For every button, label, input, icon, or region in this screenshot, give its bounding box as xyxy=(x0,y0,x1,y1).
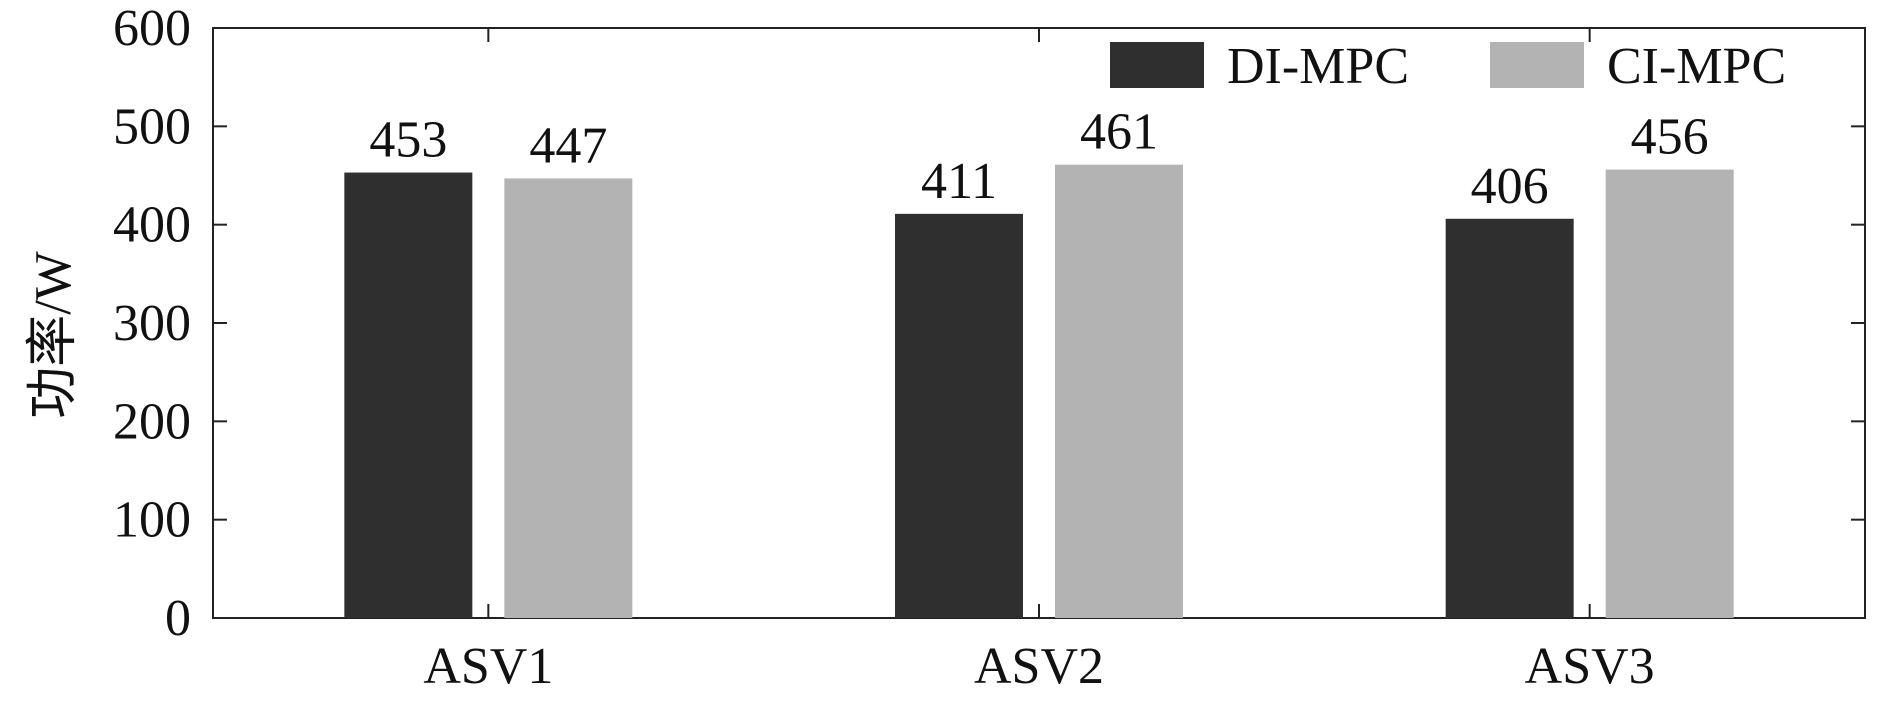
legend: DI-MPC CI-MPC xyxy=(1110,38,1786,95)
y-axis: 0 100 200 300 400 500 600 xyxy=(113,0,1865,647)
legend-swatch xyxy=(1490,42,1584,88)
y-tick-label: 400 xyxy=(113,197,191,254)
bar xyxy=(1445,218,1574,618)
y-tick-label: 500 xyxy=(113,98,191,155)
bar xyxy=(895,213,1023,618)
bar-value-label: 456 xyxy=(1631,109,1709,166)
legend-label: DI-MPC xyxy=(1227,38,1409,95)
bar xyxy=(344,172,473,619)
x-tick-label: ASV3 xyxy=(1525,638,1655,695)
bar xyxy=(504,178,633,618)
data-labels: 453 447 411 461 406 456 xyxy=(369,104,1708,215)
y-tick-label: 0 xyxy=(165,590,191,647)
y-axis-label: 功率/W xyxy=(25,251,82,419)
bar-value-label: 406 xyxy=(1471,158,1549,215)
y-tick-label: 100 xyxy=(113,492,191,549)
bar-value-label: 447 xyxy=(529,117,607,174)
x-tick-label: ASV1 xyxy=(423,638,553,695)
legend-label: CI-MPC xyxy=(1607,38,1786,95)
bar-group xyxy=(344,164,1734,619)
x-axis: ASV1 ASV2 ASV3 xyxy=(423,28,1655,695)
bar-value-label: 411 xyxy=(921,153,997,210)
y-tick-label: 200 xyxy=(113,393,191,450)
y-tick-label: 600 xyxy=(113,0,191,57)
y-tick-label: 300 xyxy=(113,295,191,352)
bar-value-label: 461 xyxy=(1080,104,1158,161)
legend-swatch xyxy=(1110,42,1204,88)
bar-value-label: 453 xyxy=(369,112,447,169)
x-tick-label: ASV2 xyxy=(974,638,1104,695)
bar xyxy=(1055,164,1183,618)
bar xyxy=(1605,169,1734,618)
